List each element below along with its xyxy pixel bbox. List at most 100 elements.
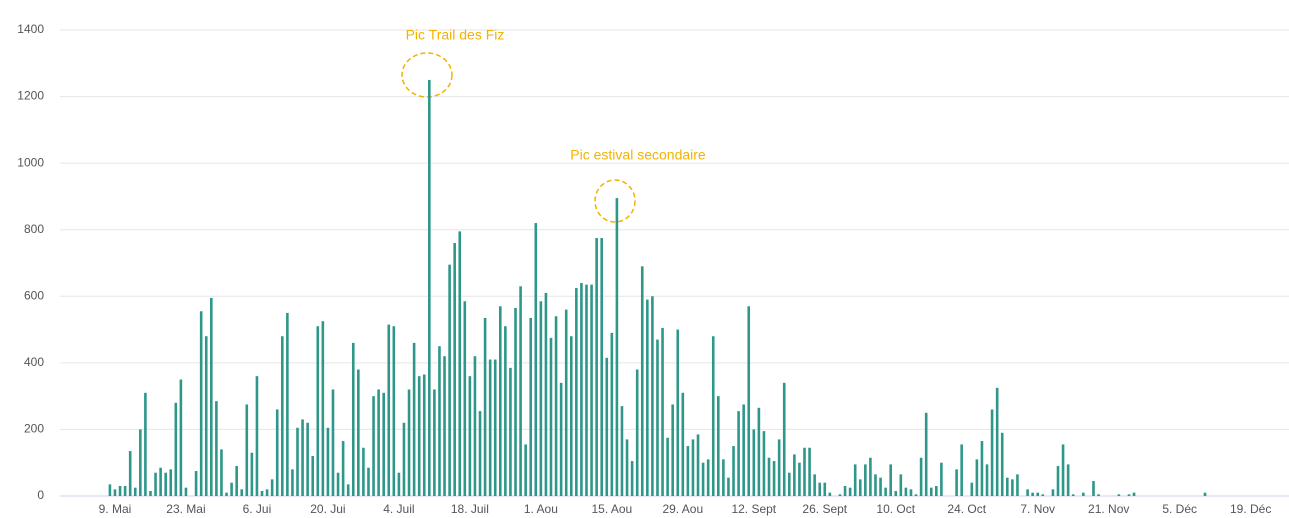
- bar: [493, 359, 497, 496]
- bar: [625, 439, 629, 496]
- bar: [306, 422, 309, 496]
- bar: [539, 301, 543, 496]
- bar: [412, 342, 416, 496]
- bar: [843, 486, 847, 496]
- bar: [980, 441, 984, 496]
- bar: [387, 324, 391, 496]
- bar: [554, 316, 558, 496]
- bar: [585, 284, 588, 496]
- bar: [169, 469, 173, 496]
- bar: [610, 332, 614, 496]
- bar: [443, 356, 446, 496]
- bar: [509, 367, 512, 496]
- bar: [757, 407, 761, 496]
- bar: [194, 471, 198, 496]
- bar: [651, 296, 654, 496]
- bar: [1132, 492, 1136, 496]
- bar: [108, 484, 112, 496]
- bar: [184, 487, 188, 496]
- bar: [417, 376, 421, 496]
- y-tick-label: 0: [37, 488, 44, 502]
- bar: [433, 389, 436, 496]
- x-tick-label: 21. Nov: [1088, 502, 1129, 516]
- bar: [590, 284, 593, 496]
- bar: [280, 336, 284, 496]
- bar: [382, 392, 385, 496]
- bar: [1011, 479, 1014, 496]
- x-tick-label: 26. Sept: [802, 502, 847, 516]
- bar: [559, 382, 563, 496]
- bar: [336, 472, 340, 496]
- bar: [1071, 494, 1075, 496]
- bar: [235, 466, 238, 496]
- bar: [123, 486, 127, 496]
- bar: [1026, 489, 1029, 496]
- x-tick-label: 29. Aou: [662, 502, 703, 516]
- bar: [179, 379, 183, 496]
- bar: [458, 231, 462, 496]
- x-tick-label: 23. Mai: [166, 502, 205, 516]
- bar: [909, 489, 913, 496]
- x-tick-label: 10. Oct: [876, 502, 915, 516]
- bar: [600, 238, 603, 497]
- bar: [595, 238, 598, 497]
- bar: [904, 487, 908, 496]
- bar: [914, 494, 918, 496]
- bar: [463, 301, 467, 496]
- bar: [1097, 494, 1100, 496]
- bar: [128, 451, 132, 496]
- bar: [377, 389, 380, 496]
- bar: [686, 446, 690, 496]
- bar: [351, 342, 355, 496]
- bar: [575, 287, 578, 496]
- bar: [311, 456, 315, 496]
- bar: [215, 401, 218, 496]
- bar: [149, 491, 152, 496]
- bar: [407, 389, 411, 496]
- bar: [681, 392, 685, 496]
- bar: [1117, 494, 1121, 496]
- bar: [940, 462, 943, 496]
- bar: [159, 467, 162, 496]
- bar: [889, 464, 892, 496]
- y-tick-label: 1000: [17, 155, 44, 169]
- bar: [935, 486, 938, 496]
- bar: [696, 434, 700, 496]
- x-tick-label: 9. Mai: [99, 502, 132, 516]
- bar: [762, 431, 766, 496]
- bar: [499, 306, 502, 496]
- bar: [990, 409, 994, 496]
- bar: [549, 337, 553, 496]
- bar: [635, 369, 639, 496]
- bar: [793, 454, 796, 496]
- bar: [864, 464, 867, 496]
- bar: [752, 429, 756, 496]
- bar: [858, 479, 862, 496]
- bar: [357, 369, 360, 496]
- bar: [534, 223, 538, 497]
- bar: [473, 356, 477, 496]
- annotation: Pic Trail des Fiz: [406, 27, 505, 43]
- bar: [767, 457, 771, 496]
- x-tick-label: 15. Aou: [591, 502, 632, 516]
- bar: [615, 198, 619, 497]
- bar: [422, 374, 426, 496]
- bar: [777, 439, 781, 496]
- bar: [564, 309, 568, 496]
- bar: [316, 326, 320, 496]
- bar: [661, 327, 664, 496]
- bar: [296, 427, 299, 496]
- bar: [468, 376, 472, 496]
- bar: [362, 447, 365, 496]
- bar: [1031, 492, 1034, 496]
- y-tick-label: 400: [24, 355, 44, 369]
- bar: [717, 396, 720, 496]
- x-tick-label: 12. Sept: [731, 502, 776, 516]
- bar: [1041, 494, 1045, 496]
- y-tick-label: 200: [24, 422, 44, 436]
- x-tick-label: 24. Oct: [947, 502, 986, 516]
- bar: [732, 446, 735, 496]
- bar: [828, 492, 832, 496]
- bar: [929, 487, 933, 496]
- bar: [346, 484, 350, 496]
